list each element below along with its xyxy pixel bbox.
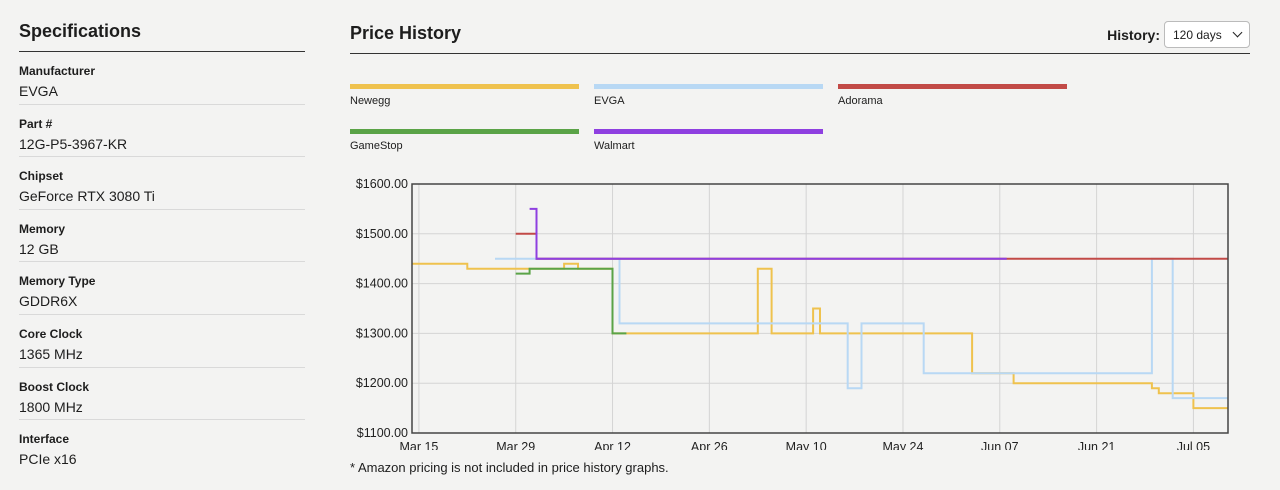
legend-swatch bbox=[594, 84, 823, 89]
spec-label: Manufacturer bbox=[19, 64, 96, 78]
spec-value: PCIe x16 bbox=[19, 451, 77, 468]
legend-swatch bbox=[350, 84, 579, 89]
y-tick-label: $1500.00 bbox=[356, 227, 408, 241]
legend-label: EVGA bbox=[594, 95, 625, 107]
plot-border bbox=[411, 183, 1229, 434]
y-tick-label: $1400.00 bbox=[356, 277, 408, 291]
series-line-newegg bbox=[412, 262, 1228, 410]
y-tick-label: $1100.00 bbox=[357, 426, 408, 440]
spec-row: Memory 12 GB bbox=[19, 210, 305, 263]
x-tick-label: Apr 12 bbox=[594, 440, 631, 450]
x-tick-label: May 10 bbox=[786, 440, 827, 450]
specifications-panel: Specifications Manufacturer EVGA Part # 12G… bbox=[19, 20, 305, 473]
spec-row: Memory Type GDDR6X bbox=[19, 262, 305, 315]
x-tick-label: May 24 bbox=[882, 440, 923, 450]
spec-label: Memory Type bbox=[19, 274, 96, 289]
history-range-control: History: 120 days bbox=[1107, 21, 1250, 48]
x-tick-label: Jun 21 bbox=[1078, 440, 1116, 450]
price-history-footnote: * Amazon pricing is not included in pric… bbox=[350, 460, 669, 475]
legend-label: Newegg bbox=[350, 95, 391, 107]
x-tick-label: Jul 05 bbox=[1177, 440, 1210, 450]
y-tick-label: $1200.00 bbox=[356, 376, 408, 390]
spec-value: 1800 MHz bbox=[19, 398, 83, 415]
legend-item-adorama[interactable]: Adorama bbox=[838, 84, 1067, 107]
price-history-panel: Price History History: 120 days Newegg EV… bbox=[350, 20, 1250, 152]
spec-value: 1365 MHz bbox=[19, 345, 83, 362]
spec-row: Boost Clock 1800 MHz bbox=[19, 368, 305, 421]
legend-label: GameStop bbox=[350, 140, 403, 152]
legend-label: Walmart bbox=[594, 140, 635, 152]
legend-item-newegg[interactable]: Newegg bbox=[350, 84, 579, 107]
spec-row: Part # 12G-P5-3967-KR bbox=[19, 105, 305, 158]
y-tick-label: $1300.00 bbox=[356, 326, 408, 340]
history-range-value: 120 days bbox=[1173, 27, 1222, 42]
spec-row: Interface PCIe x16 bbox=[19, 420, 305, 473]
price-history-title: Price History bbox=[350, 23, 462, 43]
spec-label: Interface bbox=[19, 432, 70, 447]
spec-row: Core Clock 1365 MHz bbox=[19, 315, 305, 368]
legend-item-walmart[interactable]: Walmart bbox=[594, 129, 823, 152]
history-range-label: History: bbox=[1107, 26, 1160, 43]
legend-swatch bbox=[838, 84, 1067, 89]
specifications-list: Manufacturer EVGA Part # 12G-P5-3967-KR Chip… bbox=[19, 52, 305, 473]
legend-swatch bbox=[594, 129, 823, 134]
spec-row: Chipset GeForce RTX 3080 Ti bbox=[19, 157, 305, 210]
spec-label: Chipset bbox=[19, 169, 64, 184]
spec-value: GeForce RTX 3080 Ti bbox=[19, 188, 155, 205]
spec-label: Part # bbox=[19, 116, 53, 131]
legend-item-gamestop[interactable]: GameStop bbox=[350, 129, 579, 152]
spec-label: Boost Clock bbox=[19, 379, 90, 394]
legend-item-evga[interactable]: EVGA bbox=[594, 84, 823, 107]
chevron-down-icon bbox=[1232, 27, 1243, 38]
legend-label: Adorama bbox=[838, 95, 883, 107]
spec-value: 12G-P5-3967-KR bbox=[19, 135, 128, 152]
spec-value: 12 GB bbox=[19, 240, 59, 257]
legend-swatch bbox=[350, 129, 579, 134]
spec-value: GDDR6X bbox=[19, 293, 78, 310]
price-history-header: Price History History: 120 days bbox=[350, 20, 1250, 54]
series-line-walmart bbox=[529, 207, 1007, 260]
x-tick-label: Mar 29 bbox=[496, 440, 535, 450]
spec-label: Core Clock bbox=[19, 326, 83, 341]
y-tick-label: $1600.00 bbox=[356, 177, 408, 191]
specifications-title: Specifications bbox=[19, 20, 305, 52]
price-history-chart: $1600.00 $1500.00 $1400.00 $1300.00 $1200.00… bbox=[356, 177, 1229, 450]
series-line-gamestop bbox=[515, 267, 627, 335]
history-range-select[interactable]: 120 days bbox=[1164, 21, 1250, 48]
spec-row: Manufacturer EVGA bbox=[19, 52, 305, 105]
spec-value: EVGA bbox=[19, 83, 58, 99]
spec-label: Memory bbox=[19, 221, 66, 236]
x-tick-label: Apr 26 bbox=[691, 440, 728, 450]
x-tick-label: Jun 07 bbox=[981, 440, 1019, 450]
x-tick-label: Mar 15 bbox=[399, 440, 438, 450]
